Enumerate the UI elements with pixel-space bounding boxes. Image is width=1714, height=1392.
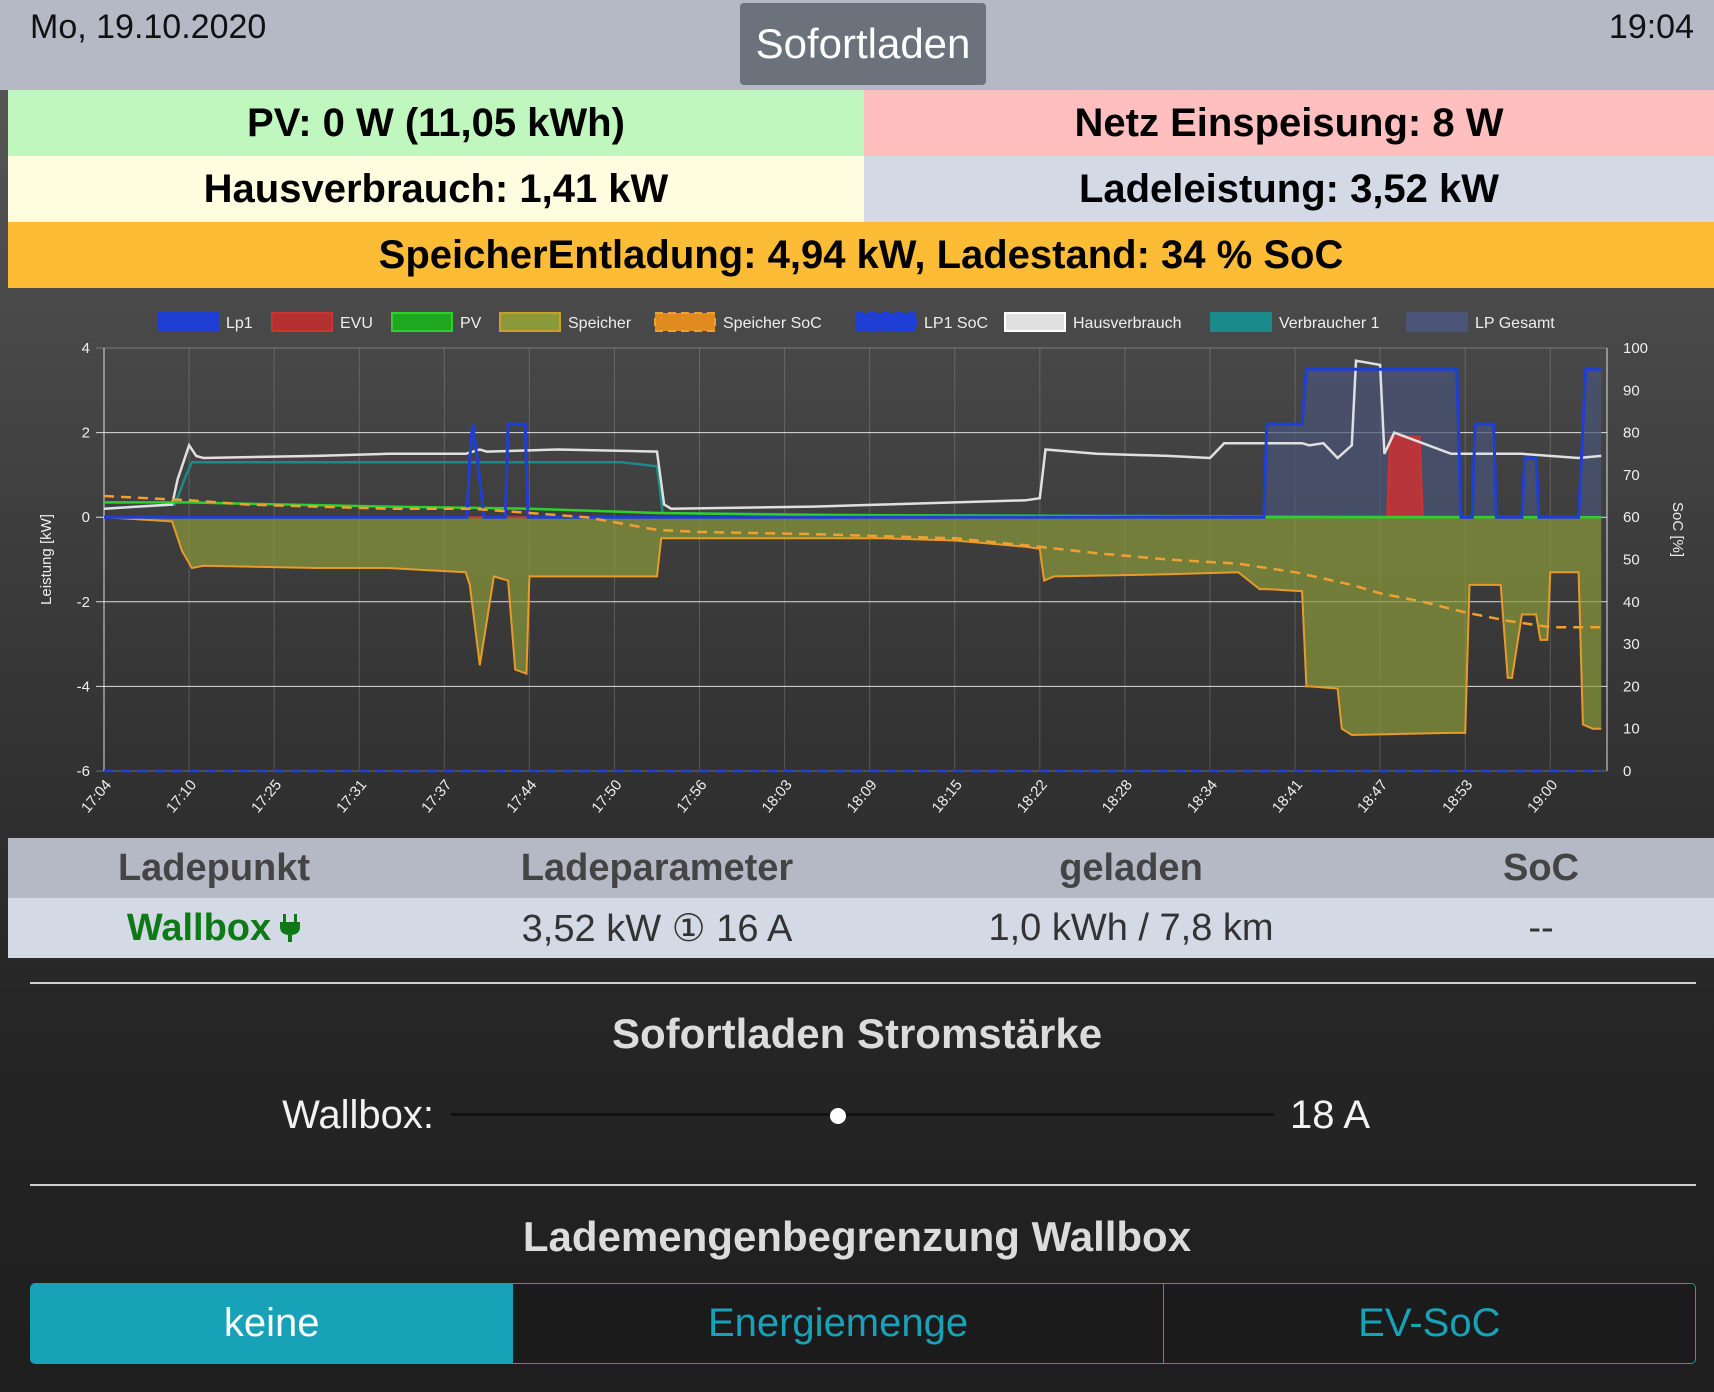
y2-tick-label: 20 bbox=[1623, 678, 1640, 695]
series-line-speicher-soc bbox=[103, 494, 1602, 629]
series-area-speicher bbox=[104, 517, 1602, 735]
date-label: Mo, 19.10.2020 bbox=[30, 8, 267, 46]
limit-ev-soc-button[interactable]: EV-SoC bbox=[1163, 1284, 1695, 1363]
x-tick-label: 17:56 bbox=[673, 777, 710, 817]
legend-label-speicher: Speicher bbox=[568, 315, 632, 332]
header-geladen: geladen bbox=[1059, 846, 1203, 889]
chargepoint-name[interactable]: Wallbox bbox=[126, 906, 272, 949]
limit-title: Lademengenbegrenzung Wallbox bbox=[522, 1213, 1192, 1260]
y2-tick-label: 30 bbox=[1623, 636, 1640, 653]
legend-swatch-hausverbrauch bbox=[1004, 312, 1066, 332]
x-tick-label: 17:25 bbox=[248, 777, 285, 817]
time-label: 19:04 bbox=[1608, 8, 1694, 46]
x-tick-label: 18:03 bbox=[759, 777, 796, 817]
current-slider-track[interactable] bbox=[451, 1113, 1274, 1116]
y2-tick-label: 70 bbox=[1623, 467, 1640, 484]
table-header-row: Ladepunkt Ladeparameter geladen SoC bbox=[8, 838, 1714, 898]
x-tick-label: 17:31 bbox=[333, 777, 370, 817]
legend-swatch-evu bbox=[271, 312, 333, 332]
x-tick-label: 17:44 bbox=[503, 777, 540, 817]
charged-cell: 1,0 kWh / 7,8 km bbox=[988, 906, 1274, 949]
legend-label-lp1: Lp1 bbox=[226, 315, 253, 332]
legend-label-lp1-soc: LP1 SoC bbox=[924, 315, 988, 332]
pv-power-tile: PV: 0 W (11,05 kWh) bbox=[8, 90, 864, 156]
grid-feed-tile: Netz Einspeisung: 8 W bbox=[864, 90, 1714, 156]
legend-swatch-pv bbox=[391, 312, 453, 332]
y2-tick-label: 90 bbox=[1623, 382, 1640, 399]
legend-swatch-lp-gesamt bbox=[1406, 312, 1468, 332]
chargepoint-cell[interactable]: Wallbox bbox=[8, 898, 420, 958]
power-chart: 4 2 0 -2 -4 -6 100 90 80 70 60 50 40 30 20 10 0 Leistung … bbox=[0, 292, 1714, 837]
y2-tick-label: 60 bbox=[1623, 509, 1640, 526]
legend-label-speicher-soc: Speicher SoC bbox=[723, 315, 822, 332]
x-tick-label: 18:34 bbox=[1184, 777, 1221, 817]
charge-power-tile: Ladeleistung: 3,52 kW bbox=[864, 156, 1714, 222]
series-line-lp1 bbox=[104, 367, 1602, 519]
y-axis-title: Leistung [kW] bbox=[38, 514, 55, 605]
y-tick-label: -4 bbox=[77, 678, 90, 695]
y-tick-label: -6 bbox=[77, 763, 90, 780]
legend-label-verbraucher-1: Verbraucher 1 bbox=[1279, 315, 1380, 332]
soc-cell: -- bbox=[1528, 906, 1554, 949]
house-consumption-tile: Hausverbrauch: 1,41 kW bbox=[8, 156, 864, 222]
x-tick-label: 17:04 bbox=[78, 777, 115, 817]
x-tick-label: 18:47 bbox=[1354, 777, 1391, 817]
x-tick-label: 18:09 bbox=[844, 777, 881, 817]
x-tick-label: 17:37 bbox=[418, 777, 455, 817]
legend-swatch-speicher bbox=[499, 312, 561, 332]
legend-label-pv: PV bbox=[460, 315, 482, 332]
legend-label-lp-gesamt: LP Gesamt bbox=[1475, 315, 1555, 332]
legend-swatch-lp1-soc bbox=[855, 312, 917, 332]
sofort-title: Sofortladen Stromstärke bbox=[611, 1010, 1103, 1057]
x-tick-label: 18:53 bbox=[1439, 777, 1476, 817]
series-line-hausverbrauch bbox=[103, 359, 1602, 510]
charge-params-cell: 3,52 kW ① 16 A bbox=[521, 907, 793, 950]
y-tick-label: 0 bbox=[82, 509, 90, 526]
divider bbox=[30, 982, 1696, 984]
limit-button-group: keine Energiemenge EV-SoC bbox=[30, 1283, 1696, 1364]
limit-energy-button[interactable]: Energiemenge bbox=[513, 1284, 1164, 1363]
y-tick-label: -2 bbox=[77, 594, 90, 611]
legend-swatch-lp1 bbox=[157, 312, 219, 332]
series-line-speicher bbox=[103, 516, 1602, 737]
battery-status-tile: SpeicherEntladung: 4,94 kW, Ladestand: 3… bbox=[8, 222, 1714, 288]
y-tick-label: 4 bbox=[82, 340, 90, 357]
charge-mode-button[interactable]: Sofortladen bbox=[740, 3, 986, 85]
plug-icon bbox=[279, 914, 301, 942]
chargepoint-table: Ladepunkt Ladeparameter geladen SoC Wall… bbox=[8, 838, 1714, 958]
divider bbox=[30, 1184, 1696, 1186]
x-tick-label: 18:28 bbox=[1099, 777, 1136, 817]
x-tick-label: 17:50 bbox=[588, 777, 625, 817]
y2-tick-label: 80 bbox=[1623, 425, 1640, 442]
series-area-lp-gesamt bbox=[104, 369, 1602, 518]
x-tick-label: 17:10 bbox=[163, 777, 200, 817]
legend-swatch-verbraucher-1 bbox=[1210, 312, 1272, 332]
y2-tick-label: 40 bbox=[1623, 594, 1640, 611]
current-slider-thumb[interactable] bbox=[829, 1108, 846, 1124]
y2-tick-label: 100 bbox=[1623, 340, 1648, 357]
legend-label-hausverbrauch: Hausverbrauch bbox=[1073, 315, 1182, 332]
table-row: Wallbox 3,52 kW ① 16 A 1,0 kWh / 7,8 km … bbox=[8, 898, 1714, 958]
power-chart-svg: 420-2-4-61009080706050403020100Leistung … bbox=[38, 312, 1686, 817]
x-tick-label: 18:41 bbox=[1269, 777, 1306, 817]
y2-tick-label: 10 bbox=[1623, 721, 1640, 738]
top-bar: Mo, 19.10.2020 Sofortladen 19:04 bbox=[0, 0, 1714, 90]
x-tick-label: 18:22 bbox=[1014, 777, 1051, 817]
x-tick-label: 19:00 bbox=[1524, 777, 1561, 817]
legend-swatch-speicher-soc bbox=[654, 312, 716, 332]
y-tick-label: 2 bbox=[82, 425, 90, 442]
header-ladeparameter: Ladeparameter bbox=[520, 846, 794, 889]
y2-tick-label: 50 bbox=[1623, 552, 1640, 569]
x-tick-label: 18:15 bbox=[929, 777, 966, 817]
legend-label-evu: EVU bbox=[340, 315, 373, 332]
slider-value: 18 A bbox=[1290, 1093, 1371, 1137]
y2-axis-title: SoC [%] bbox=[1669, 502, 1686, 557]
header-ladepunkt: Ladepunkt bbox=[117, 846, 311, 889]
slider-label: Wallbox: bbox=[282, 1093, 434, 1137]
y2-tick-label: 0 bbox=[1623, 763, 1631, 780]
limit-none-button[interactable]: keine bbox=[31, 1284, 514, 1363]
header-soc: SoC bbox=[1503, 846, 1579, 889]
